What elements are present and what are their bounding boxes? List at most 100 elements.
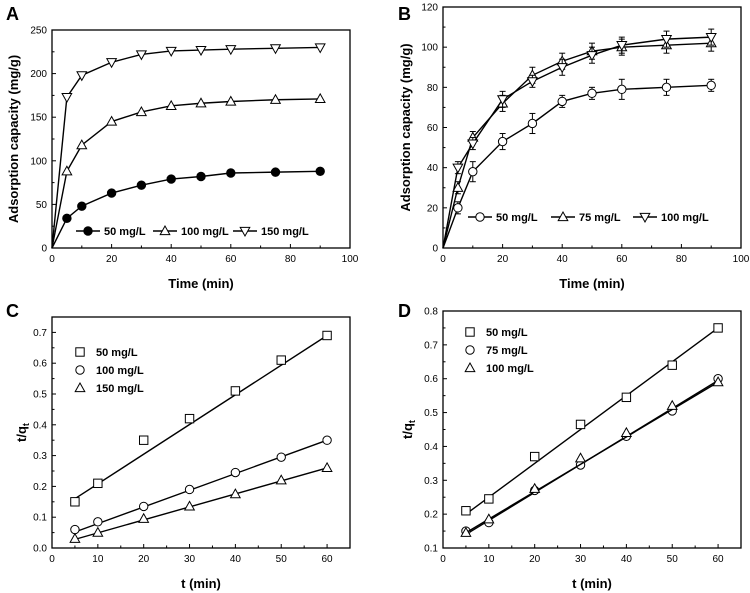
fit-line-c-1: [74, 439, 328, 533]
data-point-c-0-5: [276, 355, 286, 365]
x-axis-label-b: Time (min): [559, 276, 625, 291]
y-axis-label-c: t/qt: [14, 423, 31, 442]
series-c-1: [70, 435, 332, 535]
series-d-0: [461, 323, 723, 516]
data-point-c-2-6: [321, 461, 333, 473]
data-point-d-2-2: [529, 482, 541, 493]
y-tick-label-c-3: 0.3: [33, 451, 47, 462]
data-point-d-2-6: [712, 376, 724, 387]
data-point-b-2-4: [526, 77, 539, 88]
data-point-a-2-9: [314, 43, 326, 54]
y-tick-label-b-0: 0: [432, 244, 438, 255]
data-point-a-2-1: [61, 93, 73, 104]
fit-line-c-0: [74, 334, 328, 500]
data-point-c-1-6: [322, 435, 332, 445]
series-d-2: [460, 376, 724, 537]
series-line-a-0: [51, 170, 321, 249]
y-tick-label-c-0: 0.0: [33, 544, 47, 555]
data-point-b-2-7: [616, 41, 628, 52]
data-point-d-2-5: [666, 399, 678, 410]
legend-label-a-2: 150 mg/L: [261, 226, 309, 238]
data-point-c-0-0: [70, 497, 80, 507]
data-point-a-1-6: [195, 97, 207, 108]
y-tick-label-d-1: 0.2: [424, 510, 438, 521]
legend-label-b-2: 100 mg/L: [661, 212, 709, 224]
y-axis-label-d: t/qt: [400, 420, 417, 439]
legend-marker-c-0: [75, 347, 85, 357]
series-line-b-0: [442, 84, 712, 249]
x-axis-label-c: t (min): [181, 576, 221, 591]
x-tick-label-b-0: 0: [440, 254, 446, 265]
legend-label-c-2: 150 mg/L: [96, 383, 144, 395]
y-tick-label-d-7: 0.8: [424, 307, 438, 318]
y-tick-label-c-6: 0.6: [33, 359, 47, 370]
y-tick-label-c-2: 0.2: [33, 482, 47, 493]
data-point-d-0-6: [713, 323, 723, 333]
legend-label-a-0: 50 mg/L: [104, 226, 146, 238]
legend-marker-b-2: [639, 212, 651, 224]
x-tick-label-b-2: 40: [557, 254, 569, 265]
y-tick-label-b-5: 100: [421, 43, 438, 54]
data-point-a-1-7: [225, 95, 237, 106]
y-tick-label-a-5: 250: [30, 26, 47, 37]
x-tick-label-d-1: 10: [483, 554, 495, 565]
data-point-d-0-0: [461, 506, 471, 516]
data-point-b-0-4: [527, 118, 538, 129]
series-line-b-1: [442, 42, 712, 249]
series-b-2: [442, 28, 717, 249]
y-tick-label-d-6: 0.7: [424, 340, 438, 351]
legend-marker-d-0: [465, 327, 475, 337]
data-point-b-0-7: [617, 84, 627, 95]
series-a-1: [51, 92, 326, 249]
data-point-c-1-0: [70, 524, 80, 535]
data-point-b-2-9: [705, 33, 717, 44]
data-point-c-2-2: [138, 512, 150, 523]
y-tick-label-b-3: 60: [427, 123, 439, 134]
x-tick-label-c-6: 60: [322, 554, 334, 565]
legend-marker-d-2: [464, 361, 476, 373]
series-c-0: [70, 330, 332, 507]
legend-marker-b-1: [557, 210, 569, 222]
series-c-2: [69, 461, 333, 543]
x-tick-label-b-3: 60: [616, 254, 628, 265]
x-tick-label-a-2: 40: [166, 254, 178, 265]
data-point-b-2-5: [556, 63, 568, 74]
series-line-a-1: [51, 98, 321, 249]
y-tick-label-a-3: 150: [30, 113, 47, 124]
data-point-d-0-4: [621, 392, 632, 403]
legend-c: 50 mg/L 100 mg/L 150 mg/L: [74, 347, 144, 395]
legend-label-b-1: 75 mg/L: [579, 212, 621, 224]
data-point-a-0-7: [226, 168, 236, 178]
fit-line-d-2: [465, 381, 719, 534]
data-point-c-1-1: [93, 517, 103, 527]
data-point-c-0-1: [93, 478, 103, 489]
x-tick-label-d-3: 30: [575, 554, 587, 565]
y-tick-label-a-0: 0: [41, 244, 47, 255]
x-tick-label-c-4: 40: [230, 554, 242, 565]
data-point-d-2-4: [620, 426, 633, 437]
x-tick-label-a-0: 0: [49, 254, 55, 265]
y-tick-label-d-3: 0.4: [424, 442, 438, 453]
panel-B: B 0 20 40 60 80 100 0 20 40 60 80 100 120 Time (min) Ad…: [398, 3, 750, 292]
data-point-b-0-6: [587, 88, 597, 99]
x-tick-label-d-4: 40: [621, 554, 633, 565]
legend-marker-c-2: [74, 381, 86, 393]
series-a-0: [51, 166, 325, 249]
panel-label-a: A: [6, 4, 19, 24]
data-point-c-2-4: [229, 488, 242, 499]
y-tick-label-b-4: 80: [427, 83, 439, 94]
data-point-c-2-1: [92, 526, 104, 537]
x-tick-label-b-1: 20: [497, 254, 509, 265]
data-point-b-0-9: [706, 80, 716, 91]
panel-label-b: B: [398, 4, 411, 24]
x-tick-label-c-2: 20: [138, 554, 150, 565]
x-tick-label-c-3: 30: [184, 554, 196, 565]
x-tick-label-c-5: 50: [276, 554, 288, 565]
data-point-c-0-2: [138, 435, 149, 445]
series-b-0: [442, 78, 716, 249]
x-tick-label-b-5: 100: [733, 254, 750, 265]
data-point-a-0-6: [196, 171, 206, 182]
legend-label-d-2: 100 mg/L: [486, 363, 534, 375]
data-point-a-1-4: [135, 105, 148, 117]
